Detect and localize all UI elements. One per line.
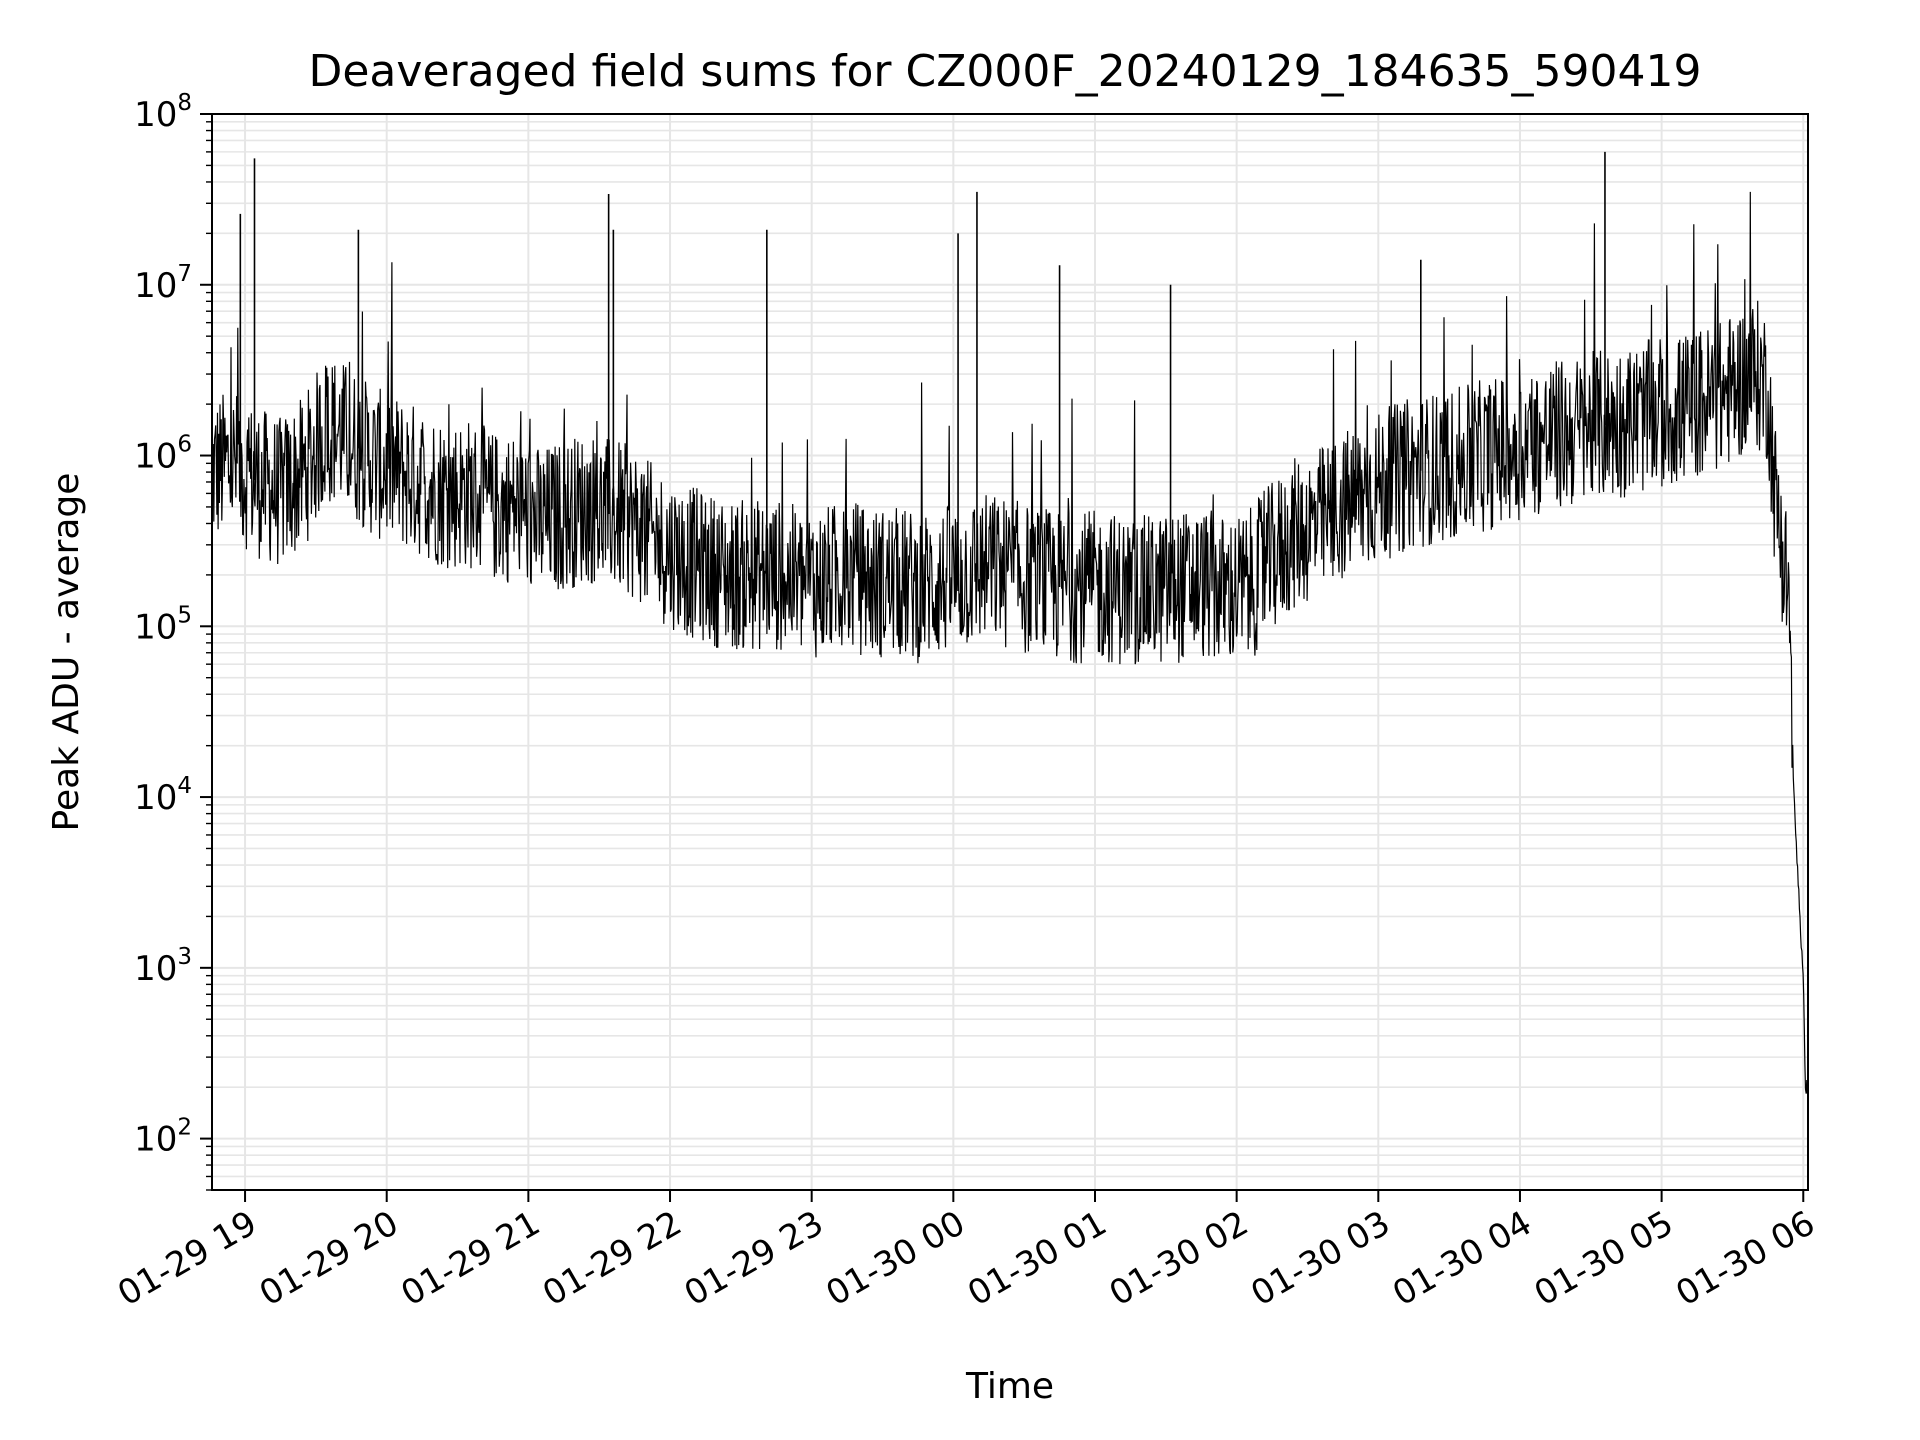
- y-tick-exponent: 2: [177, 1115, 192, 1141]
- y-tick-base: 10: [134, 949, 177, 989]
- data-layer: [211, 151, 1809, 1094]
- y-tick-base: 10: [134, 437, 177, 477]
- y-tick-label: 105: [134, 602, 192, 647]
- y-tick-exponent: 7: [177, 261, 192, 287]
- y-tick-exponent: 8: [177, 90, 192, 116]
- y-tick-label: 106: [134, 432, 192, 477]
- x-axis-label: Time: [965, 1366, 1054, 1407]
- y-tick-base: 10: [134, 266, 177, 306]
- y-tick-exponent: 4: [177, 773, 192, 799]
- y-tick-base: 10: [134, 1120, 177, 1160]
- y-tick-base: 10: [134, 95, 177, 135]
- y-tick-label: 108: [134, 90, 192, 135]
- y-tick-label: 102: [134, 1115, 192, 1160]
- y-tick-base: 10: [134, 607, 177, 647]
- y-tick-label: 103: [134, 944, 192, 989]
- y-tick-label: 107: [134, 261, 192, 306]
- y-tick-label: 104: [134, 773, 192, 818]
- series-line: [211, 191, 1809, 1094]
- y-axis-label: Peak ADU - average: [46, 473, 87, 832]
- y-tick-exponent: 3: [177, 944, 192, 970]
- y-tick-exponent: 6: [177, 432, 192, 458]
- grid-layer: [212, 113, 1808, 1191]
- y-tick-exponent: 5: [177, 602, 192, 628]
- chart-title: Deaveraged field sums for CZ000F_2024012…: [308, 46, 1701, 97]
- plot-frame: [211, 113, 1809, 1191]
- y-tick-base: 10: [134, 778, 177, 818]
